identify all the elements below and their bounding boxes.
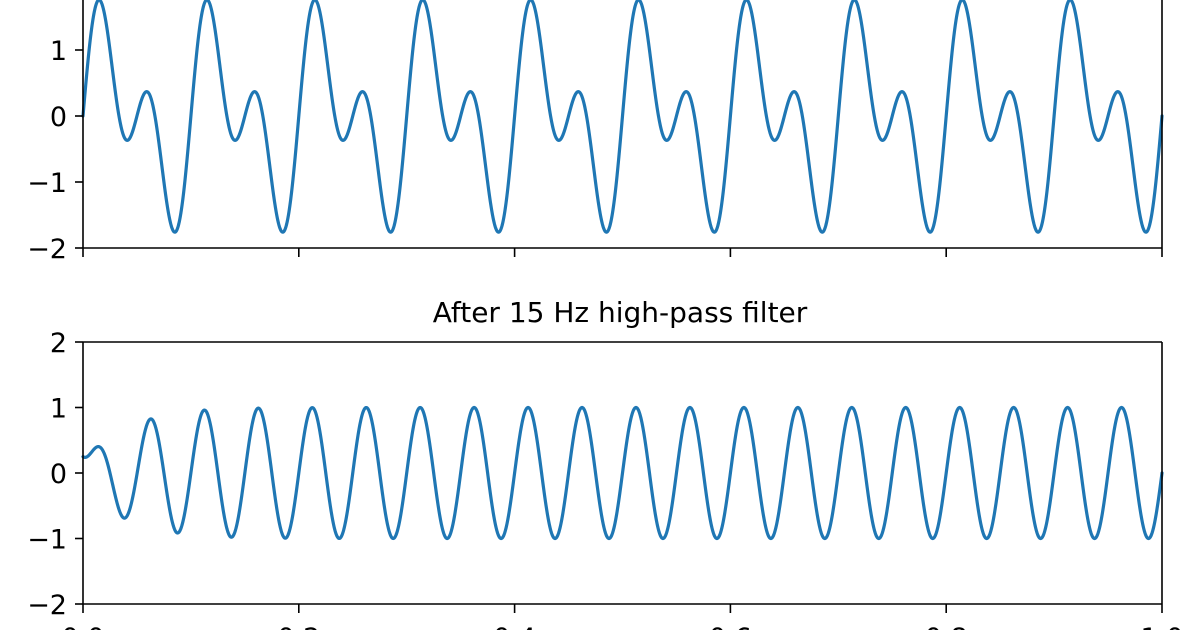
x-tick-label: 0.6 bbox=[709, 623, 752, 630]
y-tick-label: 2 bbox=[50, 328, 67, 359]
x-tick-label: 1.0 bbox=[1141, 623, 1184, 630]
bottom-plot-title: After 15 Hz high-pass filter bbox=[433, 296, 808, 329]
y-tick-label: 0 bbox=[50, 102, 67, 133]
x-tick-label: 0.4 bbox=[493, 623, 536, 630]
y-tick-label: −2 bbox=[27, 234, 67, 265]
y-tick-label: −1 bbox=[27, 525, 67, 556]
x-tick-label: 0.2 bbox=[277, 623, 320, 630]
series-line-1-0 bbox=[81, 405, 1164, 541]
y-tick-label: 0 bbox=[50, 459, 67, 490]
series-line-0-0 bbox=[81, 0, 1164, 234]
y-tick-label: −1 bbox=[27, 168, 67, 199]
y-tick-label: 1 bbox=[50, 394, 67, 425]
x-tick-label: 0.0 bbox=[62, 623, 105, 630]
top-plot: −2 −1 0 1 bbox=[27, 0, 1164, 265]
y-tick-label: −2 bbox=[27, 590, 67, 621]
x-tick-label: 0.8 bbox=[925, 623, 968, 630]
y-tick-label: 1 bbox=[50, 36, 67, 67]
bottom-plot: After 15 Hz high-pass filter −2 −1 0 1 2 0.0 0… bbox=[27, 296, 1184, 634]
